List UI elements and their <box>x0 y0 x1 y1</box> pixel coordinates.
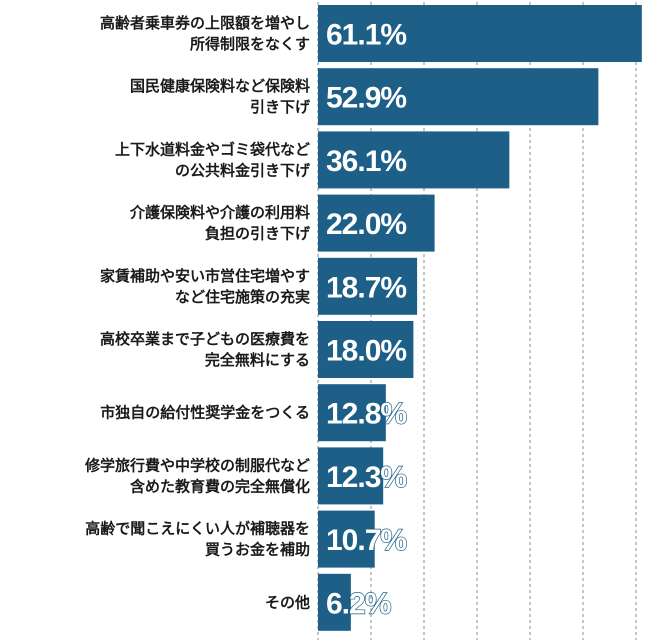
bars <box>318 5 642 631</box>
bar <box>318 194 435 252</box>
bar <box>318 510 375 568</box>
category-label: 介護保険料や介護の利用料負担の引き下げ <box>129 204 311 243</box>
bar <box>318 384 386 442</box>
category-label-line: 完全無料にする <box>205 351 310 369</box>
bar <box>318 68 599 126</box>
value-label: 10.7% <box>326 524 406 557</box>
value-label: 12.8% <box>326 398 406 431</box>
bar <box>318 573 351 631</box>
category-label: 上下水道料金やゴミ袋代などの公共料金引き下げ <box>115 140 311 179</box>
value-labels: 61.1% 52.9% 36.1% 22.0% 18.7% 18.0% 12.8% 12.3%… <box>325 18 408 621</box>
category-label-line: 上下水道料金やゴミ袋代など <box>115 140 310 158</box>
value-label: 52.9% <box>326 82 406 115</box>
category-label-line: 家賃補助や安い市営住宅増やす <box>100 267 310 285</box>
category-label-line: 高校卒業まで子どもの医療費を <box>100 330 310 348</box>
category-label-line: 高齢者乗車券の上限額を増やし <box>100 14 310 32</box>
value-label: 6.2% <box>326 587 391 620</box>
category-label-line: 所得制限をなくす <box>190 35 310 53</box>
category-label-line: 介護保険料や介護の利用料 <box>129 204 310 222</box>
category-label-line: 買うお金を補助 <box>205 541 310 559</box>
value-label: 61.1% <box>326 19 406 52</box>
category-label: 国民健康保険料など保険料引き下げ <box>130 77 311 116</box>
category-label: 高齢者乗車券の上限額を増やし所得制限をなくす <box>100 14 310 53</box>
value-label: 18.7% <box>326 271 406 304</box>
bar <box>318 321 414 378</box>
category-label-line: その他 <box>265 593 310 611</box>
value-label: 22.0% <box>326 208 406 241</box>
category-label-line: 修学旅行費や中学校の制服代など <box>84 456 310 474</box>
category-label-line: 負担の引き下げ <box>205 225 311 243</box>
value-label: 18.0% <box>326 335 406 368</box>
category-label: 市独自の給付性奨学金をつくる <box>100 404 310 422</box>
bar <box>318 131 510 189</box>
category-label-line: 引き下げ <box>250 98 311 116</box>
category-label-line: 含めた教育費の完全無償化 <box>130 477 310 495</box>
category-label-line: 市独自の給付性奨学金をつくる <box>100 404 310 422</box>
category-label-line: の公共料金引き下げ <box>175 161 311 179</box>
category-label: その他 <box>265 593 310 611</box>
bar <box>318 257 418 315</box>
bar <box>318 447 384 505</box>
category-label-line: 国民健康保険料など保険料 <box>130 77 310 95</box>
category-label-line: など住宅施策の充実 <box>175 288 310 306</box>
value-label: 12.3% <box>326 461 406 494</box>
category-label: 修学旅行費や中学校の制服代など含めた教育費の完全無償化 <box>84 456 310 495</box>
category-labels: 高齢者乗車券の上限額を増やし所得制限をなくす国民健康保険料など保険料引き下げ上下… <box>84 14 311 611</box>
category-label: 高校卒業まで子どもの医療費を完全無料にする <box>100 330 310 369</box>
category-label: 家賃補助や安い市営住宅増やすなど住宅施策の充実 <box>100 267 310 306</box>
value-label: 36.1% <box>326 145 406 178</box>
category-label: 高齢で聞こえにくい人が補聴器を買うお金を補助 <box>85 520 310 559</box>
bar <box>318 5 642 62</box>
category-label-line: 高齢で聞こえにくい人が補聴器を <box>85 520 310 538</box>
